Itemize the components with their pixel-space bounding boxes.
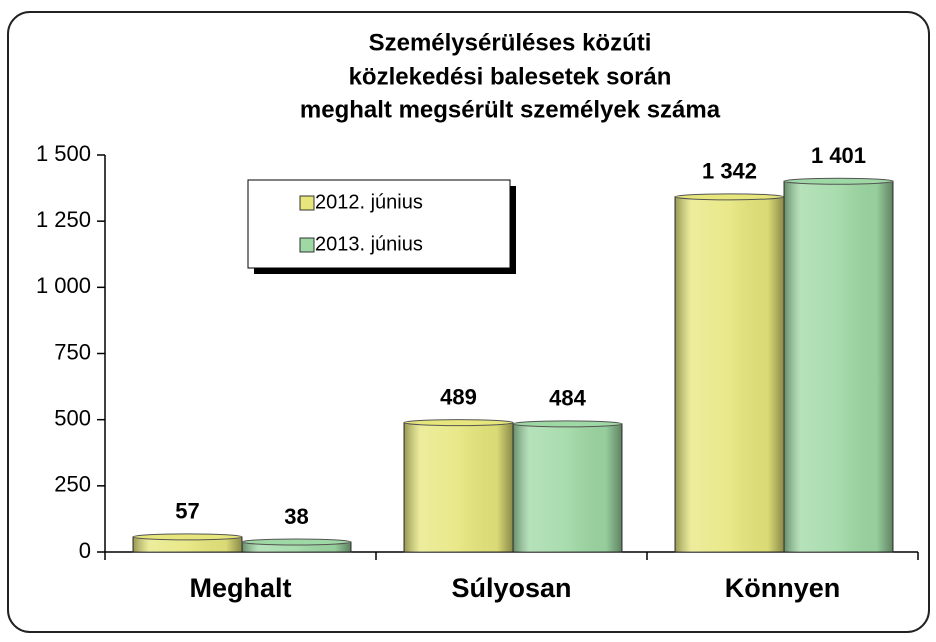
value-label: 57 xyxy=(175,499,199,524)
value-label: 489 xyxy=(440,384,477,409)
bar-shade xyxy=(784,181,893,552)
bar-shade xyxy=(242,541,351,552)
y-tick-label: 250 xyxy=(54,472,91,497)
bar-cap xyxy=(512,420,623,428)
y-tick-label: 500 xyxy=(54,405,91,430)
x-tick-label: Könnyen xyxy=(725,573,841,603)
chart-title: közlekedési balesetek során xyxy=(349,63,672,90)
bar-shade xyxy=(513,423,622,552)
legend-label: 2012. június xyxy=(315,191,423,213)
y-tick-label: 750 xyxy=(54,339,91,364)
legend-swatch xyxy=(299,237,315,253)
bar-cap xyxy=(783,177,894,185)
x-tick-label: Súlyosan xyxy=(451,573,571,603)
value-label: 1 342 xyxy=(702,159,757,184)
bar-shade xyxy=(133,536,242,552)
y-tick-label: 1 500 xyxy=(36,141,91,166)
y-tick-label: 1 000 xyxy=(36,273,91,298)
chart-title: Személysérüléses közúti xyxy=(369,29,652,56)
value-label: 484 xyxy=(549,386,586,411)
bar-shade xyxy=(675,196,784,553)
legend-swatch xyxy=(299,195,315,211)
x-tick-label: Meghalt xyxy=(189,573,291,603)
value-label: 1 401 xyxy=(811,143,866,168)
bar-cap xyxy=(674,193,785,201)
bar-cap xyxy=(403,419,514,427)
y-tick-label: 0 xyxy=(79,538,91,563)
chart-title: meghalt megsérült személyek száma xyxy=(300,96,721,123)
legend-label: 2013. június xyxy=(315,233,423,255)
y-tick-label: 1 250 xyxy=(36,207,91,232)
bar-shade xyxy=(404,422,513,552)
bar-cap xyxy=(241,538,352,546)
bar-cap xyxy=(132,533,243,541)
legend xyxy=(247,179,511,269)
value-label: 38 xyxy=(284,504,308,529)
